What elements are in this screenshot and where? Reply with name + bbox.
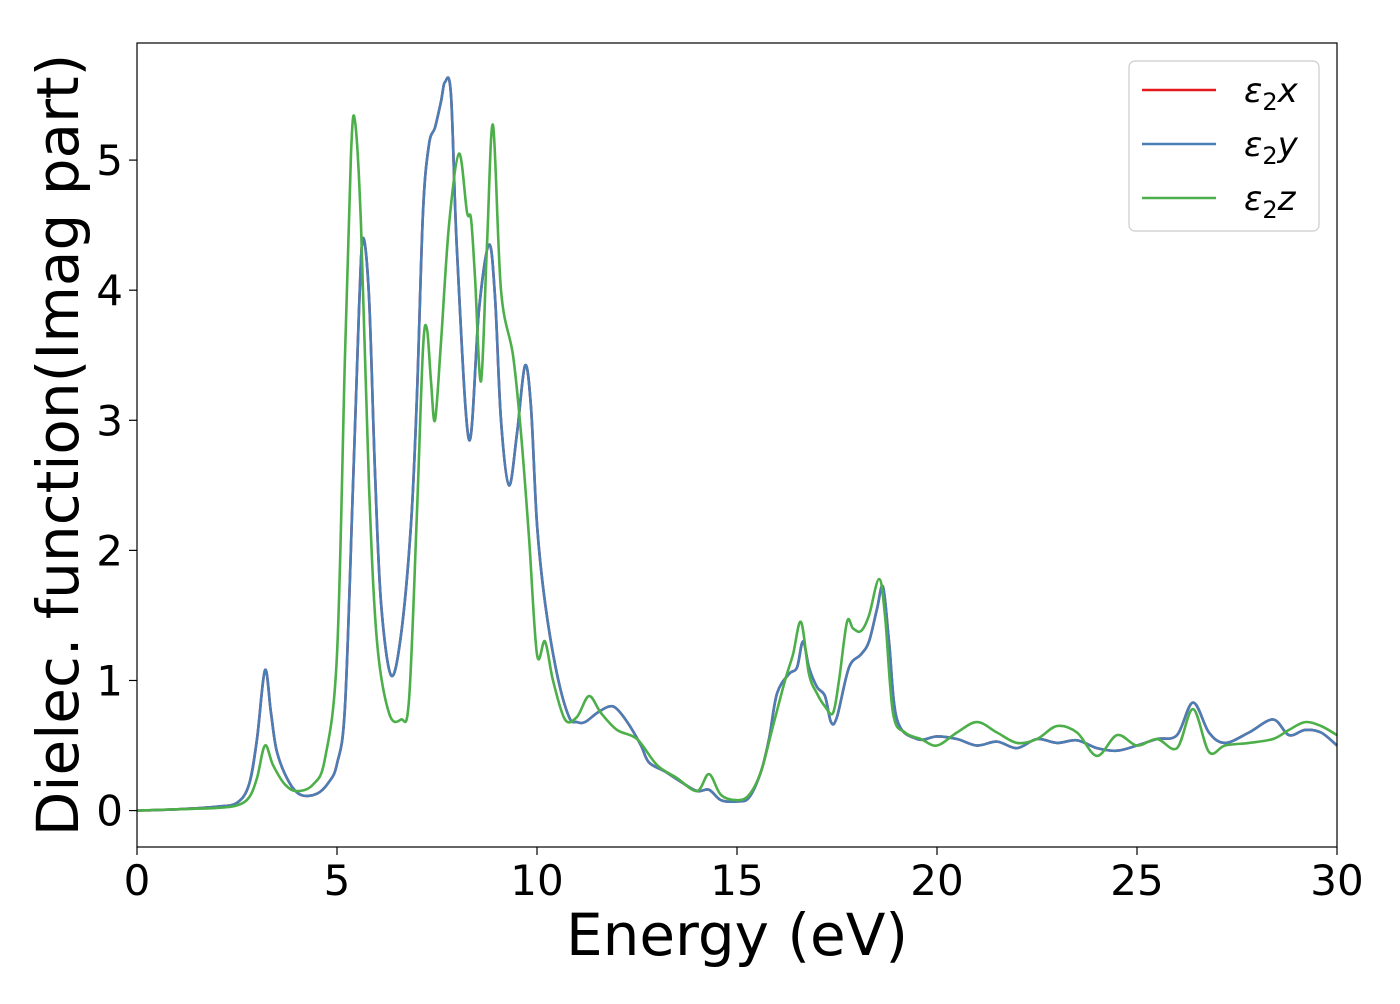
y-tick-label: 4 <box>96 266 123 315</box>
x-tick-label: 20 <box>910 856 963 905</box>
series-layer <box>136 76 1338 812</box>
y-axis: 0 1 2 3 4 5 <box>96 136 137 836</box>
series-line-z <box>136 114 1338 812</box>
legend-box <box>1128 60 1320 232</box>
series-line-y <box>136 76 1338 812</box>
legend: ε2x ε2y ε2z <box>1128 60 1320 232</box>
y-tick-label: 3 <box>96 396 123 445</box>
x-tick-label: 5 <box>324 856 351 905</box>
x-tick-label: 15 <box>710 856 763 905</box>
x-axis: 0 5 10 15 20 25 30 <box>124 847 1364 905</box>
legend-label-x: ε2x <box>1244 71 1299 116</box>
y-tick-label: 1 <box>96 656 123 705</box>
y-tick-label: 5 <box>96 136 123 185</box>
legend-label-z: ε2z <box>1244 179 1297 224</box>
x-tick-label: 30 <box>1310 856 1363 905</box>
x-axis-label: Energy (eV) <box>566 901 908 969</box>
y-tick-label: 2 <box>96 526 123 575</box>
x-tick-label: 10 <box>510 856 563 905</box>
y-tick-label: 0 <box>96 787 123 836</box>
y-axis-label: Dielec. function(Imag part) <box>24 54 92 837</box>
x-tick-label: 25 <box>1110 856 1163 905</box>
legend-label-y: ε2y <box>1244 125 1299 170</box>
x-tick-label: 0 <box>124 856 151 905</box>
